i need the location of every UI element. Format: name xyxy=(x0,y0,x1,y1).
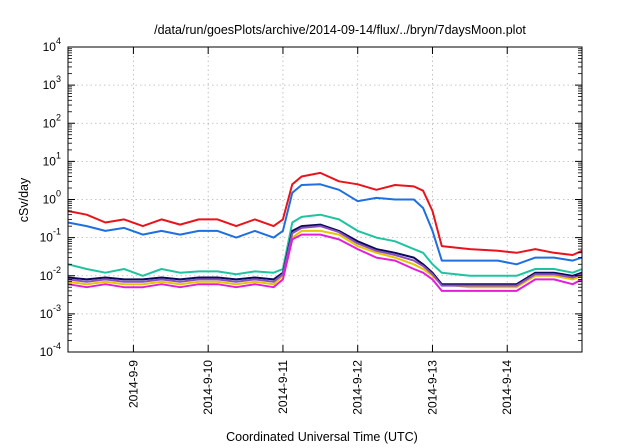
series-line-5 xyxy=(67,223,583,286)
series-line-4 xyxy=(67,229,583,289)
y-tick-label: 100 xyxy=(43,189,61,207)
y-tick-label: 10-1 xyxy=(40,227,61,245)
y-tick-label: 101 xyxy=(43,150,61,168)
x-tick-label: 2014-9-13 xyxy=(425,360,439,415)
x-tick-label: 2014-9-14 xyxy=(500,360,514,415)
series-line-2 xyxy=(67,183,583,266)
x-tick-label: 2014-9-9 xyxy=(126,360,140,408)
y-axis-label: cSv/day xyxy=(17,177,31,222)
y-tick-label: 10-2 xyxy=(40,265,61,283)
x-tick-label: 2014-9-11 xyxy=(276,360,290,414)
y-tick-label: 10-4 xyxy=(40,341,61,359)
chart-title: /data/run/goesPlots/archive/2014-09-14/f… xyxy=(154,23,526,37)
series-line-7 xyxy=(67,233,583,292)
y-tick-label: 104 xyxy=(43,36,61,54)
series-layer xyxy=(67,171,583,292)
y-tick-label: 102 xyxy=(43,112,61,130)
y-tick-label: 103 xyxy=(43,74,61,92)
x-tick-label: 2014-9-12 xyxy=(351,360,365,415)
grid xyxy=(68,47,582,352)
x-tick-label: 2014-9-10 xyxy=(201,360,215,415)
series-line-1 xyxy=(67,171,583,256)
x-axis-label: Coordinated Universal Time (UTC) xyxy=(226,430,418,444)
series-line-3 xyxy=(67,213,583,277)
ticks: 10-4 10-3 10-2 10-1 100 101 102 103 104 2014-9-9 2… xyxy=(40,36,582,415)
series-line-6 xyxy=(67,225,583,287)
y-tick-label: 10-3 xyxy=(40,303,61,321)
